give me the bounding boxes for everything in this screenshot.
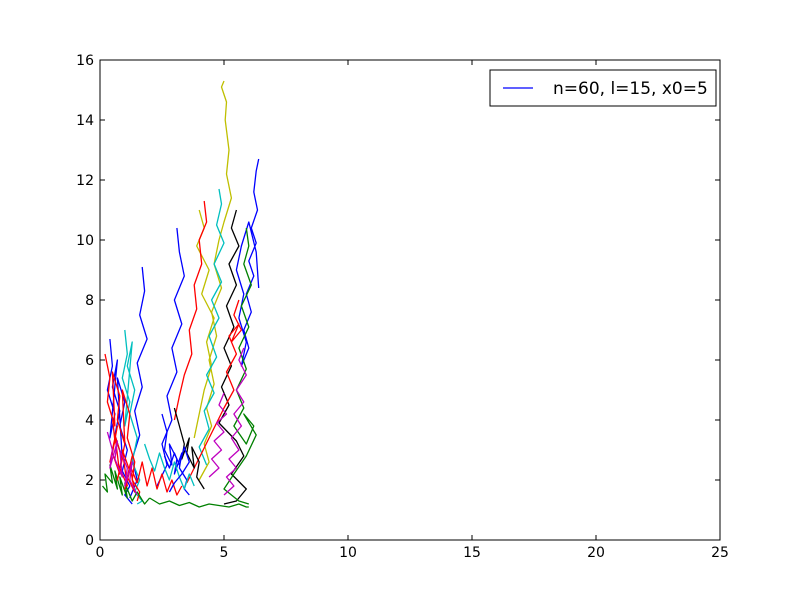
series-line-4 <box>198 188 225 466</box>
series-line-5 <box>218 209 247 505</box>
y-tick-label: 12 <box>76 173 94 189</box>
x-tick-label: 0 <box>96 545 105 561</box>
y-tick-label: 14 <box>76 113 94 129</box>
series-line-15 <box>101 464 151 505</box>
y-tick-label: 6 <box>85 353 94 369</box>
series-line-1 <box>198 80 233 481</box>
series-line-8 <box>223 347 247 496</box>
y-tick-label: 10 <box>76 233 94 249</box>
series-line-16 <box>149 497 249 508</box>
x-tick-label: 5 <box>220 545 229 561</box>
series-line-23 <box>163 446 190 493</box>
series-line-10 <box>156 227 185 487</box>
axis-ticks: 0 5 10 15 20 25 0 2 4 6 8 10 12 14 16 <box>76 53 729 561</box>
series-line-3 <box>235 158 260 367</box>
series-line-21 <box>143 443 195 490</box>
x-tick-label: 10 <box>339 545 357 561</box>
y-tick-label: 2 <box>85 473 94 489</box>
plot-frame <box>99 59 721 541</box>
legend: n=60, l=15, x0=5 <box>489 69 717 107</box>
series-line-20 <box>106 431 138 496</box>
series-line-7 <box>186 299 243 484</box>
y-tick-label: 8 <box>85 293 94 309</box>
series-layer <box>101 80 260 508</box>
x-tick-label: 20 <box>587 545 605 561</box>
y-tick-label: 0 <box>85 533 94 549</box>
series-line-6 <box>223 227 257 505</box>
series-line-13 <box>121 329 143 505</box>
series-line-9 <box>173 200 208 421</box>
x-tick-label: 15 <box>463 545 481 561</box>
series-line-2 <box>193 209 215 439</box>
y-tick-label: 16 <box>76 53 94 69</box>
legend-label: n=60, l=15, x0=5 <box>553 79 708 99</box>
y-tick-label: 4 <box>85 413 94 429</box>
series-line-24 <box>208 392 228 478</box>
x-tick-label: 25 <box>711 545 729 561</box>
series-line-18 <box>136 461 183 496</box>
